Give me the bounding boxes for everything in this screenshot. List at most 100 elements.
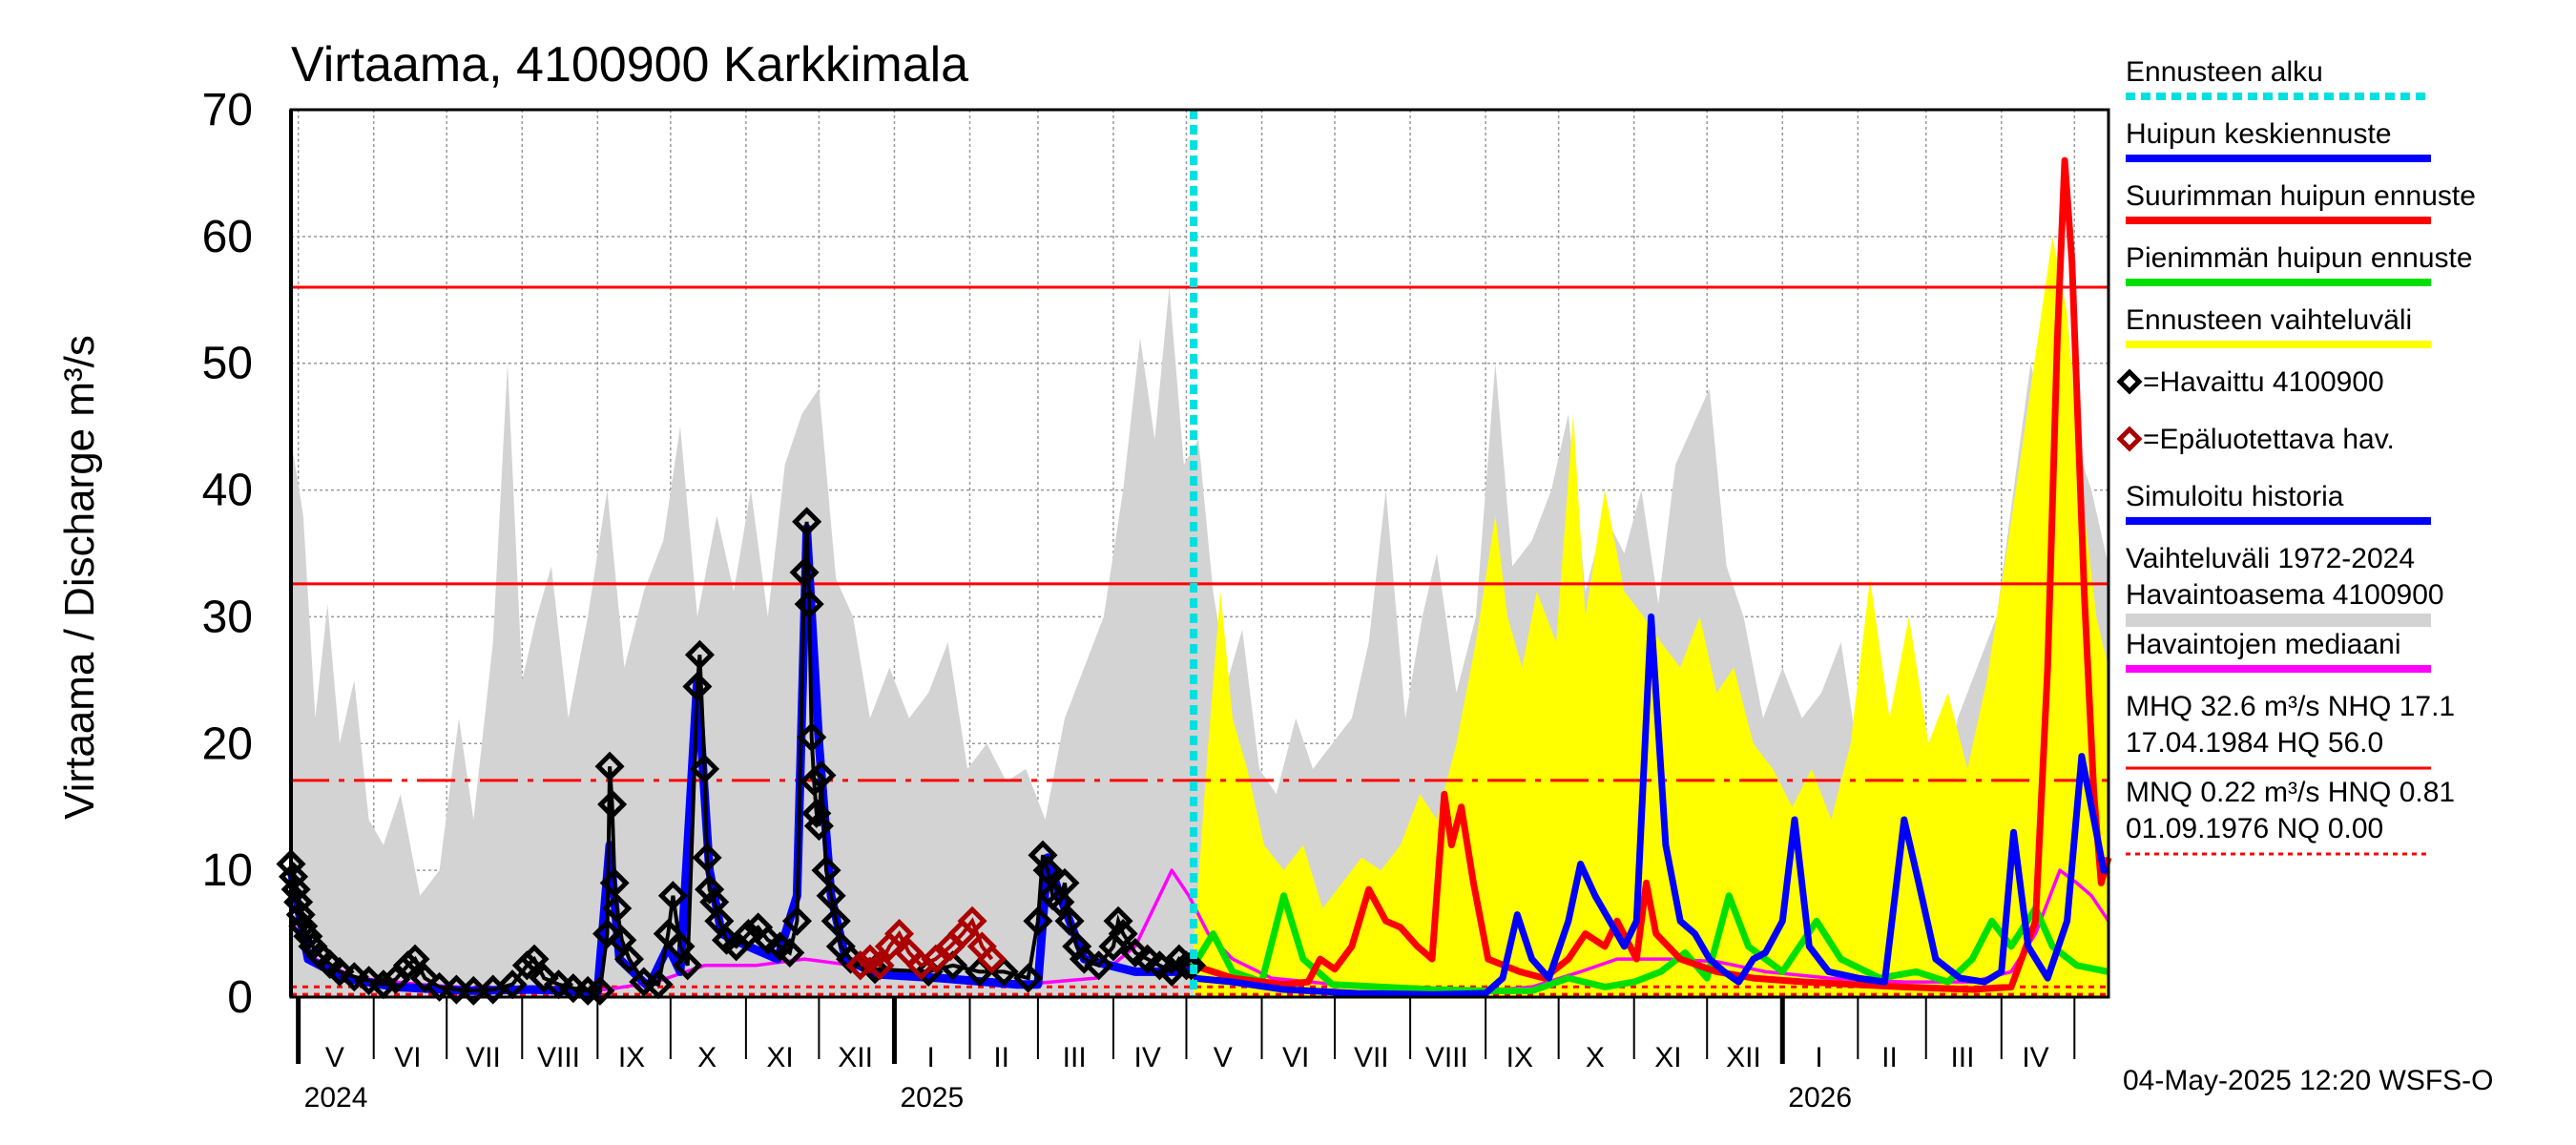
observed-point [799,766,829,797]
month-label: VI [394,1042,421,1073]
legend-item: Suurimman huipun ennuste [2126,180,2476,224]
month-label: VII [1354,1042,1389,1073]
observed-point [794,589,824,619]
observed-point [692,843,722,873]
observed-point [781,906,812,936]
band-ffff00 [1194,236,2109,997]
legend-label: Huipun keskiennuste [2126,118,2392,150]
month-label: X [1586,1042,1605,1073]
observed-point [1069,944,1099,974]
legend-label: =Havaittu 4100900 [2143,366,2384,398]
month-label: XII [838,1042,873,1073]
observed-point [1045,886,1075,917]
observed-point [733,919,763,949]
observed-point [613,944,645,974]
unreliable-line [859,917,994,968]
observed-point [280,874,311,905]
observed-point [801,798,832,828]
footer-timestamp: 04-May-2025 12:20 WSFS-O [2123,1065,2494,1096]
series-line [289,868,2110,993]
year-label: 2025 [900,1082,964,1114]
month-label: XII [1726,1042,1761,1073]
observed-point [519,944,550,974]
observed-point [1049,867,1080,898]
observed-point [293,921,323,951]
year-label: 2026 [1788,1082,1852,1114]
legend-label-2: 17.04.1984 HQ 56.0 [2126,727,2383,759]
y-tick-label: 0 [227,972,253,1023]
month-label: III [1950,1042,1974,1073]
observed-point [689,754,720,784]
legend-item: Huipun keskiennuste [2126,118,2431,162]
year-label: 2024 [304,1082,368,1114]
observed-point [602,893,633,924]
observed-point [1013,963,1044,993]
observed-point [1108,919,1138,949]
observed-point [806,760,837,791]
legend-label: Ennusteen vaihteluväli [2126,304,2412,336]
month-label: VIII [537,1042,580,1073]
month-label: VIII [1425,1042,1468,1073]
observed-point [511,950,542,981]
legend-item: Vaihteluväli 1972-2024 Havaintoasema 410… [2126,543,2444,627]
observed-point [409,963,440,993]
observed-point [803,811,834,842]
observed-point [607,925,637,955]
legend-diamond-icon [2116,368,2143,395]
observed-point [594,751,625,781]
legend-label: =Epäluotettava hav. [2143,424,2395,455]
month-label: X [697,1042,717,1073]
legend-item: =Epäluotettava hav. [2116,424,2395,455]
legend-label-2: 01.09.1976 NQ 0.00 [2126,813,2383,844]
observed-point [816,881,846,911]
legend-label: Simuloitu historia [2126,481,2344,512]
y-tick-label: 40 [202,466,253,516]
y-tick-label: 50 [202,339,253,389]
observed-point [695,874,725,905]
observed-point [592,919,623,949]
legend-item: MNQ 0.22 m³/s HNQ 0.81 01.09.1976 NQ 0.00 [2126,777,2455,856]
plot-area [276,108,2112,1006]
y-tick-label: 60 [202,212,253,262]
month-label: IV [2022,1042,2048,1073]
observed-point [324,956,355,987]
y-tick-label: 30 [202,592,253,642]
month-label: V [1214,1042,1233,1073]
legend-item: Ennusteen vaihteluväli [2126,304,2431,348]
observed-point [400,944,430,974]
observed-point [279,862,309,892]
unreliable-point [845,950,876,981]
legend: Ennusteen alku Huipun keskiennuste Suurimm… [2116,56,2476,856]
y-tick-label: 20 [202,718,253,769]
observed-point [285,900,316,930]
observed-point [599,867,630,898]
month-label: IV [1133,1042,1160,1073]
observed-point [585,975,615,1006]
observed-point [684,639,715,670]
observed-point [288,911,319,942]
month-label: VI [1282,1042,1309,1073]
unreliable-point [921,944,951,974]
legend-item: Ennusteen alku [2126,56,2431,100]
month-label: IX [618,1042,645,1073]
observed-point [682,671,713,702]
observed-point [1084,950,1114,981]
legend-label: Ennusteen alku [2126,56,2323,88]
series-line [1193,156,2112,993]
month-label: I [927,1042,935,1073]
observed-point [1103,906,1133,936]
observed-point [1054,906,1085,936]
legend-label: Havaintojen mediaani [2126,629,2401,660]
legend-label: Pienimmän huipun ennuste [2126,242,2473,274]
observed-point [392,950,423,981]
series-line [1193,613,2109,998]
observed-point [775,937,805,968]
legend-label: Suurimman huipun ennuste [2126,180,2476,212]
observed-point [657,881,688,911]
legend-item: Simuloitu historia [2126,481,2431,525]
observed-point [1032,855,1063,885]
legend-item: Pienimmän huipun ennuste [2126,242,2473,286]
observed-point [1171,950,1202,981]
legend-label-2: Havaintoasema 4100900 [2126,579,2444,611]
